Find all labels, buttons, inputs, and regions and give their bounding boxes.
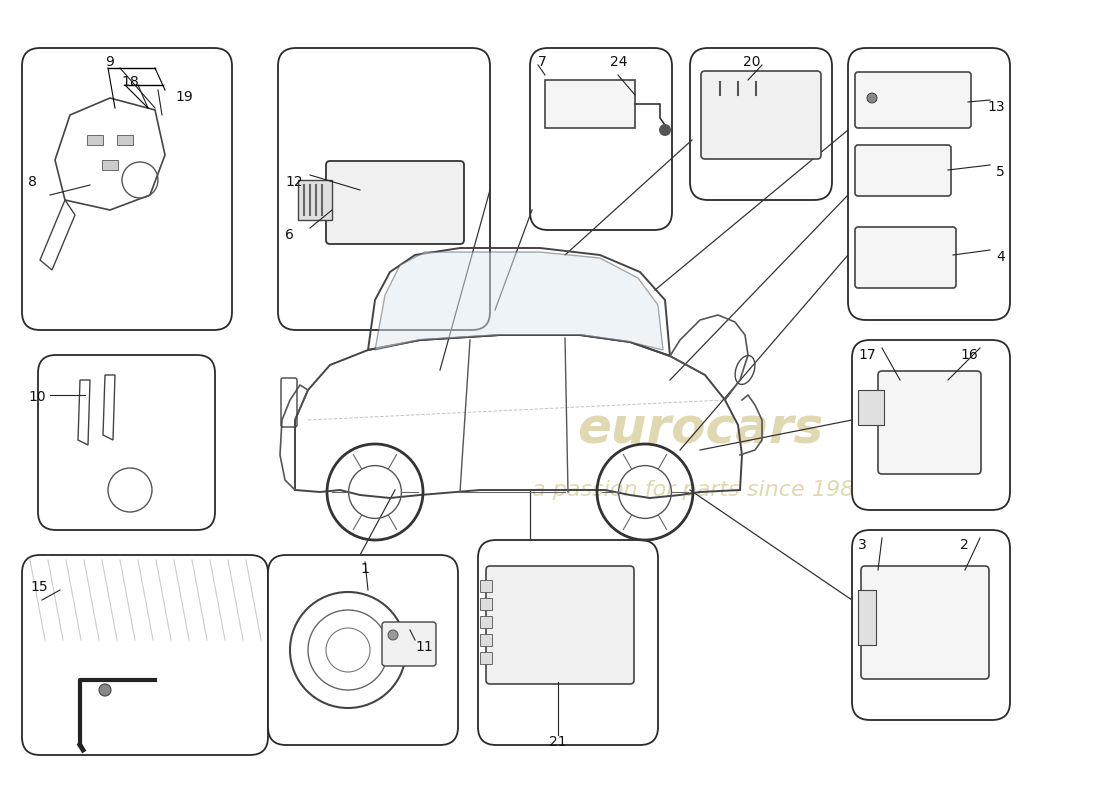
FancyBboxPatch shape (701, 71, 821, 159)
FancyBboxPatch shape (39, 355, 214, 530)
FancyBboxPatch shape (855, 227, 956, 288)
FancyBboxPatch shape (278, 48, 490, 330)
Text: 21: 21 (549, 735, 566, 749)
Text: 12: 12 (285, 175, 303, 189)
Text: 9: 9 (106, 55, 114, 69)
Text: 6: 6 (285, 228, 294, 242)
Bar (858, 590, 876, 645)
Bar (298, 180, 332, 220)
Bar (480, 580, 492, 592)
Text: 17: 17 (858, 348, 876, 362)
FancyBboxPatch shape (848, 48, 1010, 320)
Text: 13: 13 (988, 100, 1005, 114)
Bar (480, 652, 492, 664)
Bar (102, 160, 118, 170)
FancyBboxPatch shape (326, 161, 464, 244)
Text: 10: 10 (28, 390, 45, 404)
Text: 7: 7 (538, 55, 547, 69)
FancyBboxPatch shape (486, 566, 634, 684)
FancyBboxPatch shape (855, 145, 952, 196)
FancyBboxPatch shape (878, 371, 981, 474)
Circle shape (867, 93, 877, 103)
Circle shape (659, 124, 671, 136)
FancyBboxPatch shape (268, 555, 458, 745)
Text: 4: 4 (997, 250, 1005, 264)
Text: a passion for parts since 1985: a passion for parts since 1985 (531, 480, 868, 500)
Bar (544, 80, 635, 128)
FancyBboxPatch shape (22, 555, 268, 755)
Text: 20: 20 (744, 55, 761, 69)
FancyBboxPatch shape (530, 48, 672, 230)
Text: 2: 2 (960, 538, 969, 552)
FancyBboxPatch shape (382, 622, 436, 666)
Polygon shape (375, 252, 663, 350)
Bar (480, 634, 492, 646)
FancyBboxPatch shape (861, 566, 989, 679)
FancyBboxPatch shape (855, 72, 971, 128)
Bar (87, 135, 103, 145)
Text: 5: 5 (997, 165, 1005, 179)
Text: 11: 11 (415, 640, 432, 654)
Bar (117, 135, 133, 145)
FancyBboxPatch shape (22, 48, 232, 330)
FancyBboxPatch shape (690, 48, 832, 200)
Bar (858, 390, 884, 425)
Text: 15: 15 (30, 580, 47, 594)
Text: 16: 16 (960, 348, 978, 362)
FancyBboxPatch shape (478, 540, 658, 745)
Text: 8: 8 (28, 175, 37, 189)
Text: 3: 3 (858, 538, 867, 552)
Text: 19: 19 (175, 90, 192, 104)
Text: 1: 1 (361, 562, 370, 576)
Bar (480, 616, 492, 628)
Circle shape (388, 630, 398, 640)
FancyBboxPatch shape (852, 530, 1010, 720)
Circle shape (99, 684, 111, 696)
Text: eurocars: eurocars (576, 406, 823, 454)
Text: 18: 18 (121, 75, 139, 89)
Bar (480, 598, 492, 610)
FancyBboxPatch shape (852, 340, 1010, 510)
Text: 24: 24 (610, 55, 627, 69)
